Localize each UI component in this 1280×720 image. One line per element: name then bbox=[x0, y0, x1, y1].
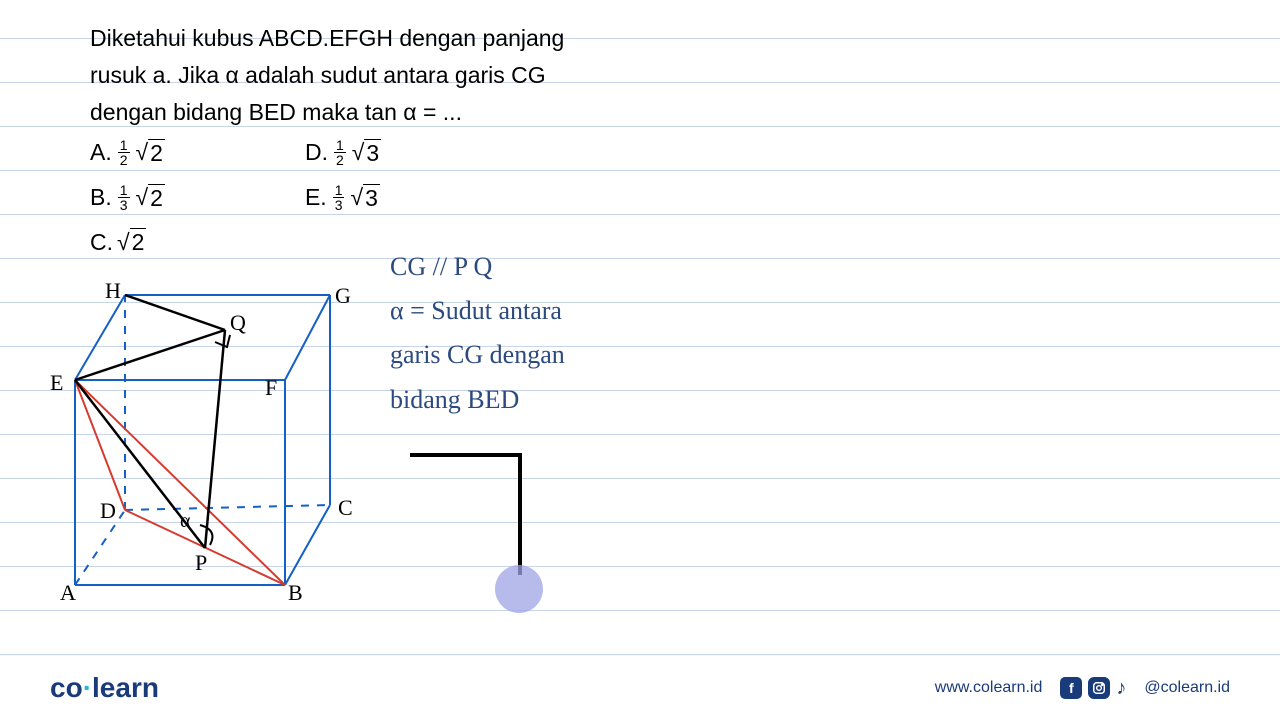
label-e: E bbox=[50, 370, 63, 396]
instagram-icon bbox=[1088, 677, 1110, 699]
label-alpha: α bbox=[180, 510, 190, 533]
handwriting-notes: CG // P Q α = Sudut antara garis CG deng… bbox=[390, 245, 565, 422]
footer-handle: @colearn.id bbox=[1144, 679, 1230, 697]
question-line-3: dengan bidang BED maka tan α = ... bbox=[90, 94, 610, 131]
content-area: Diketahui kubus ABCD.EFGH dengan panjang… bbox=[0, 0, 1280, 256]
footer: co·learn www.colearn.id f ♪ @colearn.id bbox=[0, 655, 1280, 720]
question-line-1: Diketahui kubus ABCD.EFGH dengan panjang bbox=[90, 20, 610, 57]
options-col-right: D. 12 3 E. 13 3 bbox=[305, 138, 381, 256]
question-text: Diketahui kubus ABCD.EFGH dengan panjang… bbox=[90, 20, 610, 130]
cube-diagram: A B C D E F G H P Q α bbox=[30, 280, 350, 610]
cube-svg bbox=[30, 280, 350, 610]
hw-line-2: α = Sudut antara bbox=[390, 289, 565, 333]
label-b: B bbox=[288, 580, 303, 606]
option-a: A. 12 2 bbox=[90, 138, 165, 167]
option-b: B. 13 2 bbox=[90, 183, 165, 212]
options-col-left: A. 12 2 B. 13 2 C. 2 bbox=[90, 138, 165, 256]
facebook-icon: f bbox=[1060, 677, 1082, 699]
logo: co·learn bbox=[50, 672, 159, 704]
label-h: H bbox=[105, 278, 121, 304]
label-p: P bbox=[195, 550, 207, 576]
cursor-indicator bbox=[495, 565, 543, 613]
label-q: Q bbox=[230, 310, 246, 336]
question-line-2: rusuk a. Jika α adalah sudut antara gari… bbox=[90, 57, 610, 94]
option-c: C. 2 bbox=[90, 228, 165, 256]
label-f: F bbox=[265, 375, 277, 401]
label-d: D bbox=[100, 498, 116, 524]
option-d: D. 12 3 bbox=[305, 138, 381, 167]
footer-url: www.colearn.id bbox=[935, 679, 1043, 697]
footer-right: www.colearn.id f ♪ @colearn.id bbox=[935, 677, 1230, 700]
social-icons: f ♪ bbox=[1060, 677, 1126, 700]
label-g: G bbox=[335, 283, 351, 309]
label-c: C bbox=[338, 495, 353, 521]
label-a: A bbox=[60, 580, 76, 606]
option-e: E. 13 3 bbox=[305, 183, 381, 212]
hw-line-3: garis CG dengan bbox=[390, 333, 565, 377]
tiktok-icon: ♪ bbox=[1116, 677, 1126, 700]
hw-line-4: bidang BED bbox=[390, 378, 565, 422]
options-container: A. 12 2 B. 13 2 C. 2 D. 12 3 E. 13 bbox=[90, 138, 1280, 256]
